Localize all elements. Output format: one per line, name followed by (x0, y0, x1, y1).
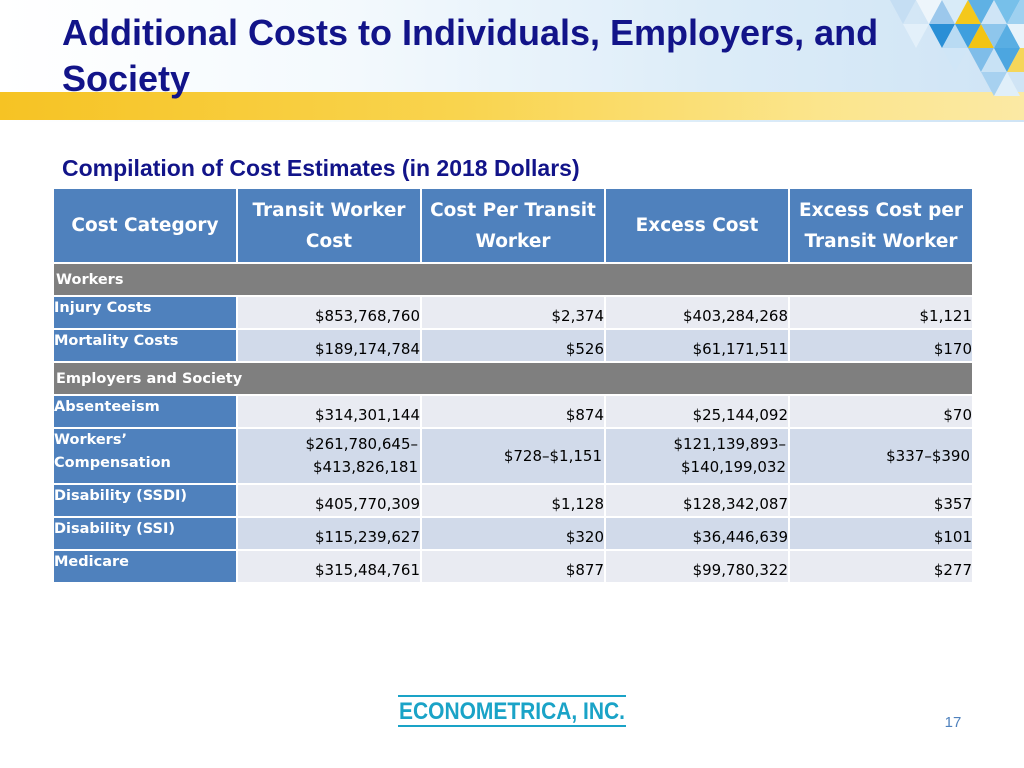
section-row-workers: Workers (52, 262, 974, 297)
excess-cost-cell: $121,139,893– $140,199,032 (604, 427, 790, 485)
column-header-cost-per-transit-worker: Cost Per Transit Worker (420, 187, 606, 264)
excess-cost-per-transit-worker-cell: $70 (788, 394, 974, 429)
table-header-row: Cost Category Transit Worker Cost Cost P… (52, 187, 974, 264)
transit-worker-cost-cell: $315,484,761 (236, 549, 422, 584)
row-category: Medicare (52, 549, 238, 584)
transit-worker-cost-cell: $314,301,144 (236, 394, 422, 429)
row-category: Disability (SSI) (52, 516, 238, 551)
excess-cost-cell: $403,284,268 (604, 295, 790, 330)
section-label: Workers (52, 262, 974, 297)
cost-estimates-table: Cost Category Transit Worker Cost Cost P… (52, 187, 974, 584)
column-header-excess-cost-per-transit-worker: Excess Cost per Transit Worker (788, 187, 974, 264)
excess-cost-cell: $99,780,322 (604, 549, 790, 584)
cost-per-transit-worker-cell: $320 (420, 516, 606, 551)
excess-cost-cell: $36,446,639 (604, 516, 790, 551)
transit-worker-cost-cell: $261,780,645– $413,826,181 (236, 427, 422, 485)
transit-worker-cost-cell: $115,239,627 (236, 516, 422, 551)
table-row-absenteeism: Absenteeism $314,301,144 $874 $25,144,09… (52, 394, 974, 429)
column-header-transit-worker-cost: Transit Worker Cost (236, 187, 422, 264)
row-category: Absenteeism (52, 394, 238, 429)
cost-per-transit-worker-cell: $526 (420, 328, 606, 363)
row-category: Disability (SSDI) (52, 483, 238, 518)
row-category: Injury Costs (52, 295, 238, 330)
table-row-injury-costs: Injury Costs $853,768,760 $2,374 $403,28… (52, 295, 974, 330)
transit-worker-cost-cell: $405,770,309 (236, 483, 422, 518)
page-number: 17 (944, 714, 962, 731)
slide-title: Additional Costs to Individuals, Employe… (62, 12, 879, 99)
excess-cost-per-transit-worker-cell: $277 (788, 549, 974, 584)
transit-worker-cost-cell: $853,768,760 (236, 295, 422, 330)
gold-band (0, 92, 1024, 120)
row-category: Mortality Costs (52, 328, 238, 363)
transit-worker-cost-cell: $189,174,784 (236, 328, 422, 363)
table-caption: Compilation of Cost Estimates (in 2018 D… (62, 155, 580, 181)
excess-cost-per-transit-worker-cell: $357 (788, 483, 974, 518)
column-header-excess-cost: Excess Cost (604, 187, 790, 264)
table-row-disability-ssi: Disability (SSI) $115,239,627 $320 $36,4… (52, 516, 974, 551)
section-label: Employers and Society (52, 361, 974, 396)
row-category: Workers’ Compensation (52, 427, 238, 485)
cost-per-transit-worker-cell: $728–$1,151 (420, 427, 606, 485)
excess-cost-per-transit-worker-cell: $170 (788, 328, 974, 363)
column-header-cost-category: Cost Category (52, 187, 238, 264)
triangle-pattern-decoration (890, 0, 1024, 96)
table-row-medicare: Medicare $315,484,761 $877 $99,780,322 $… (52, 549, 974, 584)
excess-cost-per-transit-worker-cell: $337–$390 (788, 427, 974, 485)
econometrica-logo: ECONOMETRICA, INC. (398, 695, 626, 727)
excess-cost-cell: $128,342,087 (604, 483, 790, 518)
table-row-mortality-costs: Mortality Costs $189,174,784 $526 $61,17… (52, 328, 974, 363)
table-row-workers-compensation: Workers’ Compensation $261,780,645– $413… (52, 427, 974, 485)
excess-cost-cell: $61,171,511 (604, 328, 790, 363)
section-row-employers-and-society: Employers and Society (52, 361, 974, 396)
cost-per-transit-worker-cell: $874 (420, 394, 606, 429)
cost-per-transit-worker-cell: $2,374 (420, 295, 606, 330)
excess-cost-cell: $25,144,092 (604, 394, 790, 429)
table-row-disability-ssdi: Disability (SSDI) $405,770,309 $1,128 $1… (52, 483, 974, 518)
cost-per-transit-worker-cell: $877 (420, 549, 606, 584)
cost-per-transit-worker-cell: $1,128 (420, 483, 606, 518)
excess-cost-per-transit-worker-cell: $101 (788, 516, 974, 551)
svg-text:ECONOMETRICA, INC.: ECONOMETRICA, INC. (399, 698, 625, 725)
header-banner: Additional Costs to Individuals, Employe… (0, 0, 1024, 122)
excess-cost-per-transit-worker-cell: $1,121 (788, 295, 974, 330)
